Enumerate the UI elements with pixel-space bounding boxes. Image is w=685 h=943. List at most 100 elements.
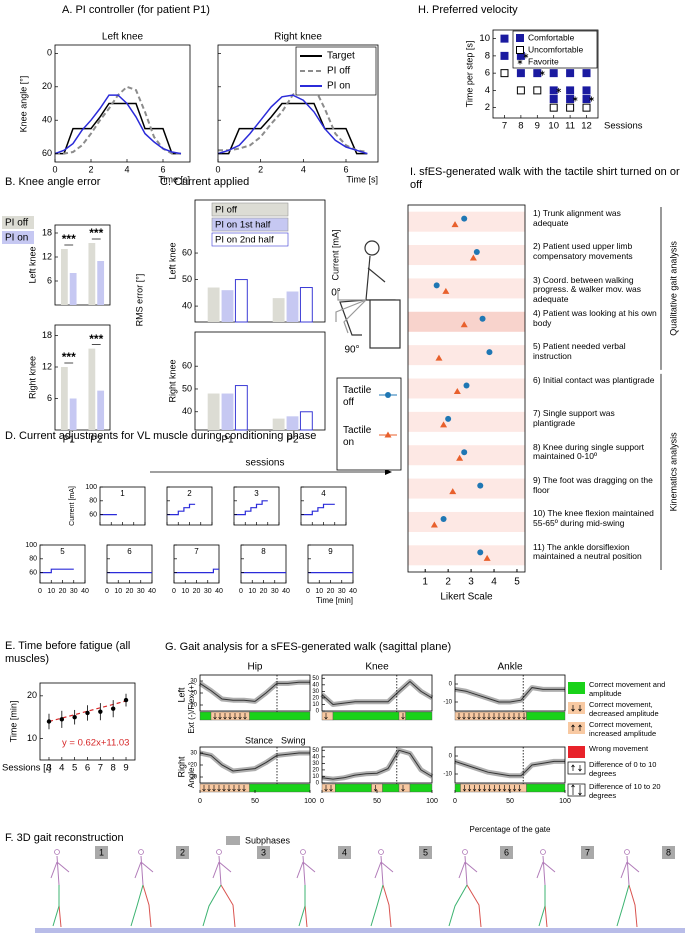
bar (221, 290, 234, 322)
y-tick-label: 20 (312, 767, 319, 773)
strip-segment (335, 783, 372, 793)
y-tick-label: 60 (89, 511, 97, 518)
legend-swatch (211, 232, 289, 247)
plot-frame (54, 224, 111, 306)
y-tick-label: -10 (443, 700, 452, 706)
y-tick-label: 50 (312, 748, 319, 754)
x-tick-label: 4 (301, 164, 306, 174)
y-axis-label: Knee angle [°] (18, 76, 28, 133)
x-axis-label: Likert Scale (440, 592, 493, 603)
bar (97, 261, 105, 305)
amplitude-arrow (373, 785, 378, 792)
plot-frame (321, 746, 433, 784)
stick-figure-left (382, 884, 392, 928)
amplitude-arrow (497, 785, 502, 792)
row-stripe (408, 278, 525, 299)
legend-box (512, 30, 598, 69)
y-tick-label: 10 (190, 703, 197, 709)
x-tick-label: 9 (123, 763, 128, 774)
row-stripe (408, 545, 525, 566)
y-tick-label: 50 (182, 274, 192, 284)
plot-frame (54, 44, 191, 163)
amplitude-arrow (457, 713, 461, 720)
legend-arrow (571, 705, 575, 712)
y-tick-label: 0 (47, 48, 52, 58)
frame-label: 5 (423, 847, 428, 857)
star-marker (539, 70, 545, 76)
legend-swatch (567, 783, 586, 797)
panel-label: 5 (60, 547, 65, 556)
strip-segment (249, 783, 311, 793)
amplitude-arrow (242, 785, 246, 792)
stick-figure (134, 855, 154, 886)
strip-segment (199, 783, 250, 793)
stick-head (138, 849, 144, 855)
plot-frame (217, 44, 379, 163)
bar (272, 418, 285, 430)
amplitude-arrow (222, 785, 226, 792)
group-label: Qualitative gait analysis (668, 241, 678, 336)
annotation: *** (62, 232, 76, 246)
point (461, 215, 468, 222)
seated-illustration (335, 240, 401, 349)
amplitude-arrow (329, 785, 333, 792)
y-axis-label: Current [mA] (69, 486, 76, 526)
strip-segment (398, 711, 406, 721)
series-line (54, 94, 182, 155)
x-tick-label: 5 (72, 763, 77, 774)
amplitude-arrow (477, 785, 482, 792)
square-marker (549, 95, 558, 104)
frame-label-box (581, 846, 594, 859)
frame-label: 3 (261, 847, 266, 857)
amplitude-arrow (472, 713, 476, 720)
y-axis-label: Ext (-)/Flex (+) (187, 682, 196, 734)
point (46, 719, 52, 724)
variability-band (321, 747, 434, 782)
x-tick-label: 12 (581, 121, 592, 132)
legend-label: PI on 2nd half (215, 235, 274, 246)
square-marker (500, 51, 509, 60)
x-tick-label: 20 (260, 588, 268, 595)
x-tick-label: 0 (52, 164, 57, 174)
subtitle: Left knee (102, 32, 144, 43)
series-line (55, 102, 181, 155)
x-tick-label: 20 (327, 588, 335, 595)
x-tick-label: 100 (426, 798, 438, 805)
point (479, 315, 486, 322)
x-tick-label: P1 (221, 435, 234, 446)
point (469, 254, 477, 261)
frame-label-box (662, 846, 675, 859)
y-tick-label: 100 (85, 484, 97, 491)
y-tick-label: 30 (312, 761, 319, 767)
column-label: Hip (247, 662, 262, 673)
strip-segment (249, 711, 311, 721)
x-axis-label: Sessions [/] (2, 763, 51, 774)
amplitude-arrow (213, 713, 217, 720)
stick-figure-right (130, 884, 144, 927)
point (486, 349, 493, 356)
amplitude-arrow (507, 713, 511, 720)
plot-frame (492, 29, 599, 119)
x-tick-label: 20 (193, 588, 201, 595)
point (110, 706, 116, 711)
x-tick-label: 40 (282, 588, 290, 595)
row-stripe (408, 245, 525, 266)
point (451, 221, 459, 228)
amplitude-arrow (212, 785, 216, 792)
x-tick-label: 11 (565, 121, 575, 132)
strip-segment (409, 783, 433, 793)
illustration-label: 90° (344, 345, 359, 356)
row-stripe (408, 211, 525, 232)
illustration-label: 0° (331, 288, 341, 299)
stick-figure (374, 855, 394, 886)
y-axis-label: Time per step [s] (464, 41, 474, 108)
y-tick-label: 50 (182, 383, 192, 393)
x-tick-label: 20 (59, 588, 67, 595)
stick-head (216, 849, 222, 855)
point (477, 549, 484, 556)
legend-arrow (571, 764, 575, 771)
y-tick-label: 40 (312, 754, 319, 760)
point (85, 710, 90, 716)
legend-arrow (578, 705, 582, 712)
